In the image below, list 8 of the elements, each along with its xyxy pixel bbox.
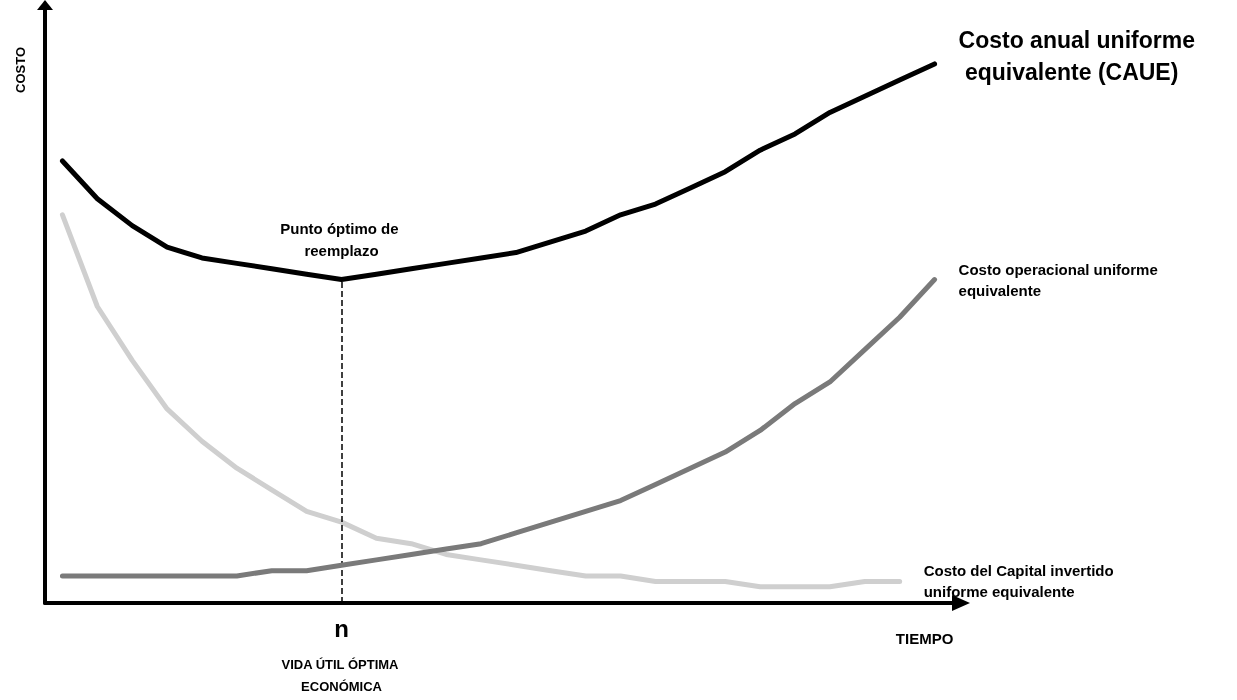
series-label: Costo del Capital invertido uniforme equivalente — [923, 562, 1118, 601]
series-label: Costo operacional uniforme equivalente — [958, 260, 1162, 299]
annotation: Punto óptimo de reemplazo — [280, 220, 403, 260]
x-axis-title: TIEMPO — [895, 630, 954, 647]
text: n — [334, 614, 349, 642]
series-label: Costo anual uniforme equivalente (CAUE) — [958, 26, 1195, 86]
y-axis-title: COSTO — [12, 47, 28, 93]
text: VIDA ÚTIL ÓPTIMA ECONÓMICA — [281, 656, 402, 694]
